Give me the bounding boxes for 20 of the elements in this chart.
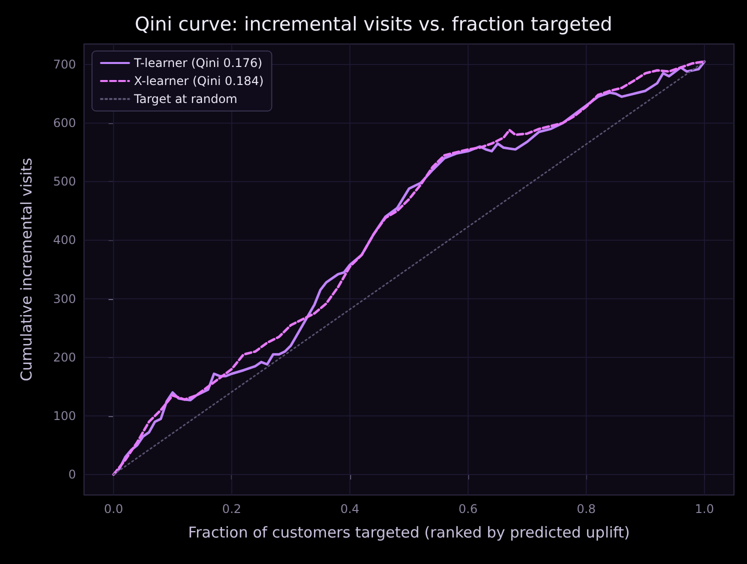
x-tick-label: 1.0 — [694, 502, 714, 516]
x-tick-label: 0.8 — [576, 502, 596, 516]
y-tick-label: 600 — [53, 116, 76, 130]
y-tick-label: 400 — [53, 233, 76, 248]
x-axis-title: Fraction of customers targeted (ranked by predicted uplift) — [188, 524, 630, 542]
legend-label: Target at random — [133, 92, 238, 106]
y-tick-label: 500 — [53, 174, 76, 189]
y-axis-title: Cumulative incremental visits — [18, 158, 36, 382]
y-tick-label: 700 — [53, 58, 76, 72]
x-tick-label: 0.4 — [340, 502, 360, 516]
x-tick-label: 0.6 — [458, 502, 478, 516]
x-tick-label: 0.0 — [104, 502, 124, 516]
y-tick-label: 100 — [53, 408, 76, 423]
x-tick-label: 0.2 — [222, 502, 242, 516]
y-tick-label: 300 — [53, 292, 76, 306]
y-tick-label: 200 — [53, 350, 76, 364]
legend-label: X-learner (Qini 0.184) — [134, 74, 264, 88]
legend-label: T-learner (Qini 0.176) — [133, 56, 262, 70]
chart-title: Qini curve: incremental visits vs. fraction targeted — [134, 14, 612, 36]
y-tick-label: 0 — [68, 468, 76, 482]
